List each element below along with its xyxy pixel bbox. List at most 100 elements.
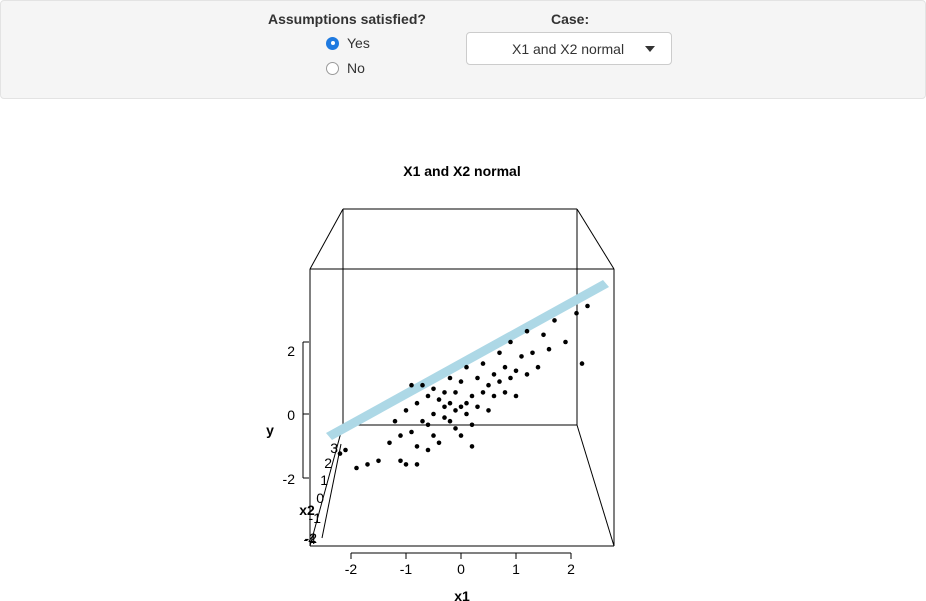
chevron-down-icon[interactable] [645,46,655,52]
x2-tick-label: 1 [320,472,328,488]
data-point [425,422,431,428]
data-point [442,404,447,410]
x2-tick-label: -1 [309,510,322,526]
data-point [513,368,519,374]
box-edge [576,208,615,270]
data-point [447,418,453,424]
x2-tick-label: -2 [305,530,318,546]
assumptions-label: Assumptions satisfied? [268,11,426,27]
x2-tick-label: 0 [316,490,324,506]
data-point [480,390,486,395]
data-point [524,372,530,377]
data-point [563,339,568,345]
data-point [552,318,557,323]
data-point [502,364,508,370]
data-point [414,400,420,406]
data-point [535,364,541,370]
box-edge [309,208,344,270]
data-point [354,465,359,471]
data-point [486,408,491,413]
data-point [376,458,381,464]
data-point [546,346,552,352]
data-point [447,375,453,381]
data-point [431,411,436,417]
data-point [519,354,524,359]
data-point [502,390,508,395]
data-point [491,372,497,377]
data-points [337,303,590,471]
x2-tick-label: 3 [330,440,338,456]
data-point [447,400,453,406]
data-point [513,393,519,399]
data-point [464,364,469,370]
radio-yes-label: Yes [347,35,370,51]
radio-no-label: No [347,60,365,76]
x1-axis: -2 -1 0 1 2 x1 [345,552,575,601]
data-point [464,411,469,417]
data-point [475,375,480,381]
data-point [497,350,502,356]
radio-yes-indicator[interactable] [326,36,339,50]
y-tick-label: -2 [283,471,296,487]
data-point [425,447,431,453]
data-point [425,393,431,399]
data-point [491,393,497,399]
data-point [453,408,458,413]
data-point [453,426,458,431]
data-point [365,462,370,467]
y-axis: -2 0 2 y [266,341,309,487]
data-point [431,433,436,438]
data-point [343,447,348,453]
controls-panel: Assumptions satisfied? Yes No Case: X1 a… [0,0,926,99]
data-point [392,418,398,424]
data-point [409,382,414,388]
x2-axis: -4 -2 -1 0 1 2 3 x2 [299,440,342,547]
data-point [409,429,414,435]
data-point [398,458,403,464]
data-point [398,433,403,438]
radio-yes[interactable]: Yes [326,35,370,51]
radio-no-indicator[interactable] [326,61,339,75]
case-select[interactable]: X1 and X2 normal [466,32,672,65]
data-point [524,328,530,334]
data-point [541,332,546,338]
radio-no[interactable]: No [326,60,365,76]
x2-axis-label: x2 [299,502,315,518]
y-tick-label: 0 [287,407,295,423]
regression-plane [326,280,609,440]
x1-tick-label: -2 [345,561,358,577]
data-point [497,379,502,384]
data-point [530,350,535,356]
x1-tick-label: 2 [567,561,575,577]
x2-tick-label: 2 [324,455,332,471]
data-point [475,404,480,410]
data-point [442,415,447,420]
y-axis-label: y [266,422,274,438]
data-point [458,379,464,384]
data-point [387,440,392,446]
data-point [508,339,513,345]
data-point [574,310,579,316]
data-point [458,404,464,410]
data-point [469,422,475,428]
data-point [469,444,475,449]
case-label: Case: [551,11,590,27]
case-select-value: X1 and X2 normal [512,41,625,57]
data-point [579,361,585,366]
x2-axis-line [321,443,342,539]
data-point [453,390,458,395]
box-frame [309,208,615,547]
data-point [420,382,425,388]
data-point [403,408,409,413]
data-point [436,397,442,402]
data-point [414,444,420,449]
data-point [442,390,447,395]
x2-tick-label: -4 [304,531,317,547]
data-point [414,462,420,467]
data-point [431,386,436,392]
x1-axis-label: x1 [454,588,470,601]
data-point [436,440,442,446]
data-point [508,375,513,381]
y-tick-label: 2 [287,343,295,359]
